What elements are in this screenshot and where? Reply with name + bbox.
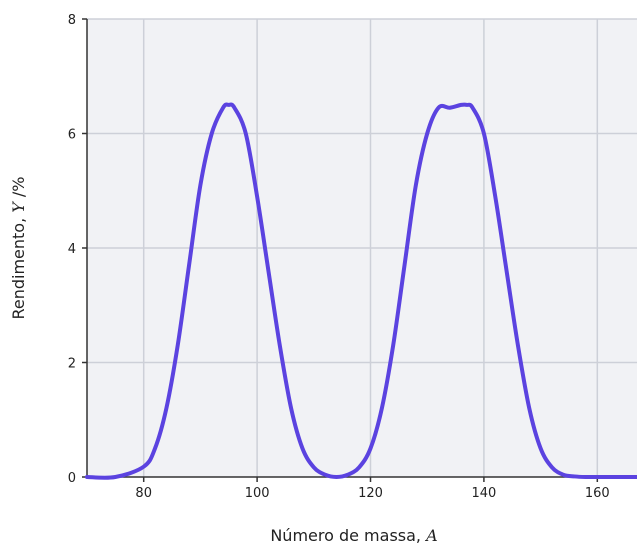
y-axis-title-unit: /% [9,176,28,202]
series-layer [85,102,637,480]
y-tick-label: 2 [68,357,76,372]
x-tick-label: 100 [245,486,270,501]
y-axis-title: Rendimento, Y /% [9,176,28,319]
x-axis-title-text: Número de massa, [270,526,426,545]
y-tick-label: 0 [68,471,76,486]
yield-curve [85,102,637,480]
y-tick-label: 8 [68,13,76,28]
y-tick-label: 4 [68,242,76,257]
y-axis-title-variable: Y [9,201,28,213]
axes [82,18,637,482]
grid [87,18,637,477]
x-tick-label: 140 [471,486,496,501]
y-tick-label: 6 [68,128,76,143]
tick-labels: 80 100 120 140 160 0 2 4 6 8 [68,13,610,501]
x-axis-title: Número de massa, A [270,526,437,545]
x-tick-label: 160 [585,486,610,501]
y-axis-title-text: Rendimento, [9,213,28,320]
x-tick-label: 120 [358,486,383,501]
x-axis-title-variable: A [424,526,438,545]
x-tick-label: 80 [135,486,152,501]
